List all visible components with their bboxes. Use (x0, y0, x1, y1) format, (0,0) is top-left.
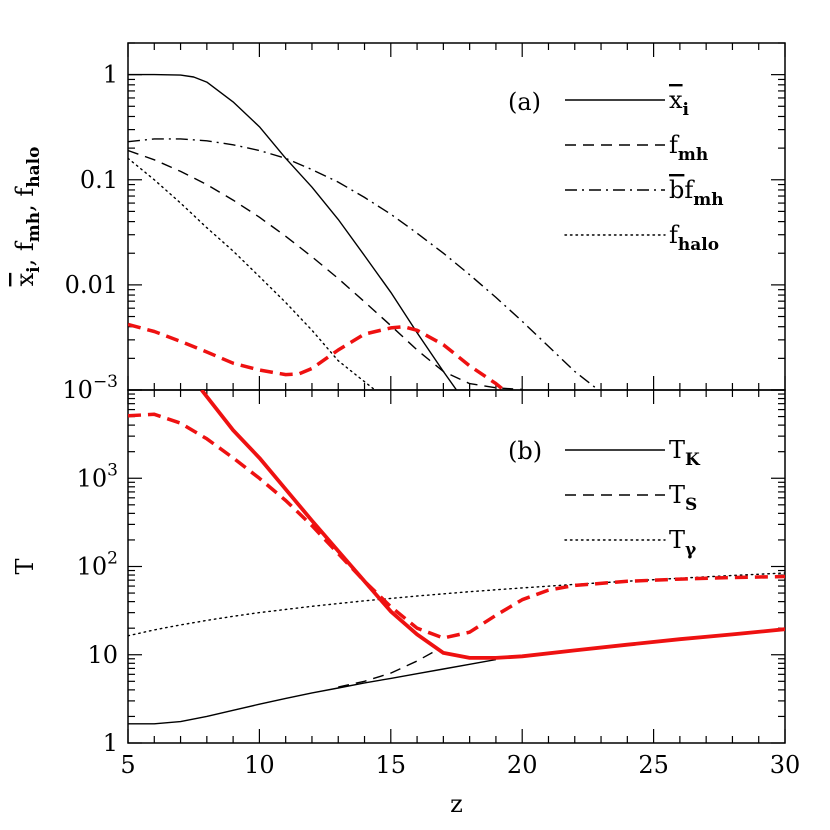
series-line-red_TS (128, 412, 785, 640)
series-line-Tgamma (128, 572, 785, 637)
legend-label-fmh: fmh (669, 131, 708, 165)
series-line-red_a (128, 322, 505, 390)
legend-label-fhalo: fhalo (669, 221, 719, 255)
plot-frame (127, 389, 786, 744)
y-tick-label: 1 (103, 729, 118, 757)
y-axis-title: T (11, 558, 39, 574)
legend-label-TS: TS (669, 481, 697, 515)
series-line-red_TK (200, 390, 785, 660)
series-line-xi (128, 73, 458, 390)
x-tick-label: 30 (770, 751, 801, 779)
x-tick-label: 20 (507, 751, 538, 779)
panel-label: (a) (508, 88, 541, 116)
panel-a-ionization: 1 0.1 0.01 10−3 xi​, fmh​, fhalo​ (a) xi fmh bfm… (11, 42, 786, 404)
series-line-bfmh (128, 138, 599, 390)
y-tick-label: 0.1 (80, 166, 118, 194)
y-tick-label: 0.01 (65, 271, 118, 299)
legend-label-TK: TK (669, 436, 701, 470)
series-group (128, 390, 785, 725)
legend-label-xi: xi (669, 86, 690, 120)
y-tick-label: 102 (77, 549, 118, 581)
y-tick-label: 1 (103, 61, 118, 89)
x-tick-label: 5 (120, 751, 135, 779)
panel-label: (b) (508, 437, 542, 465)
series-group (128, 73, 599, 390)
y-tick-label: 10 (87, 641, 118, 669)
y-axis-title: xi​, fmh​, fhalo​ (11, 147, 44, 287)
series-line-fhalo (128, 157, 376, 390)
legend-label-bfmh: bfmh (669, 176, 724, 210)
panel-b-temperature: 1 10 102 103 5 10 15 20 25 30 z T (b) TK TS Tγ (11, 389, 801, 818)
x-tick-label: 25 (638, 751, 669, 779)
x-tick-label: 10 (244, 751, 275, 779)
y-tick-label: 10−3 (62, 372, 118, 404)
series-line-TS (338, 648, 439, 688)
x-axis-title: z (450, 790, 463, 818)
x-tick-label: 15 (376, 751, 407, 779)
y-tick-label: 103 (77, 460, 118, 492)
series-line-TK (128, 658, 497, 725)
legend-label-Tgamma: Tγ (669, 526, 697, 560)
plot-frame (127, 42, 786, 391)
series-line-fmh (128, 149, 523, 390)
